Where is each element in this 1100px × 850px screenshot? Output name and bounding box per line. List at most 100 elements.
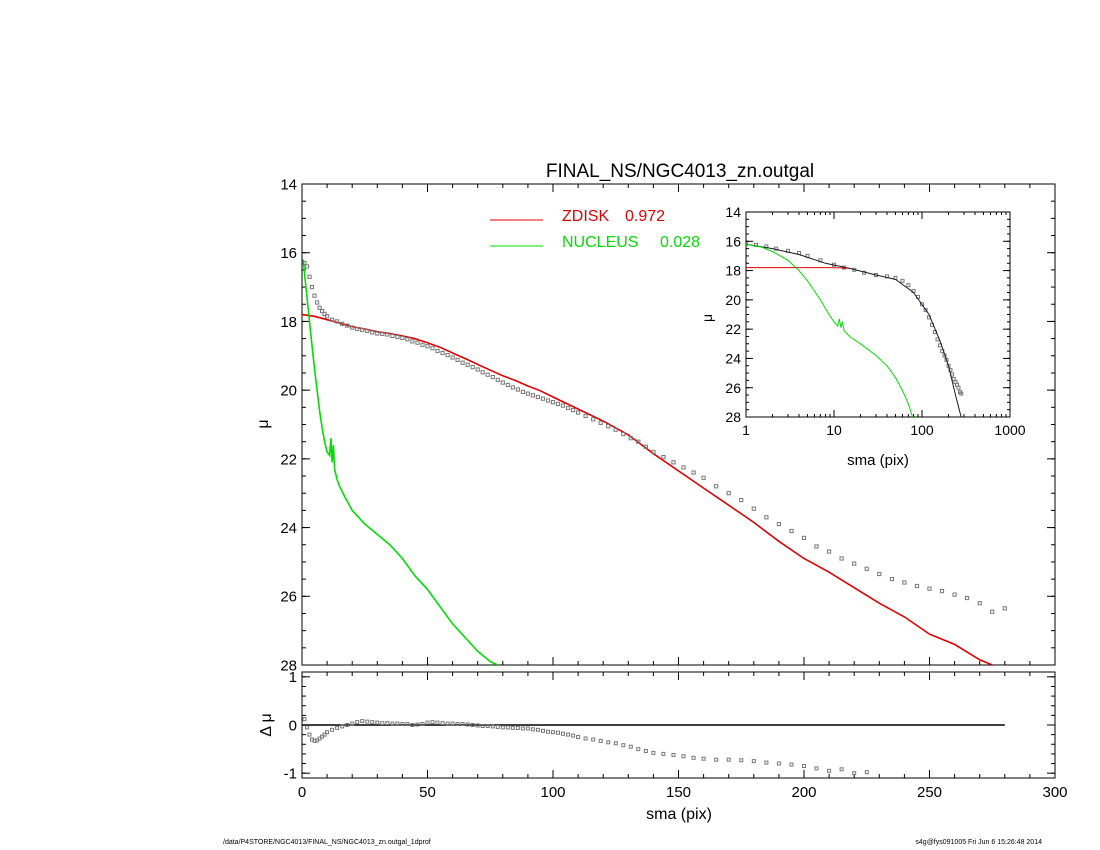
residual-series-observed-profile-point xyxy=(410,723,415,727)
main-series-observed-profile-point xyxy=(485,372,490,377)
main-series-observed-profile-point xyxy=(914,583,920,589)
main-series-observed-profile-point xyxy=(495,377,500,382)
inset-x-tick-label: 1000 xyxy=(994,422,1025,438)
main-series-observed-profile-point xyxy=(360,327,365,333)
residual-x-tick-label: 300 xyxy=(1042,784,1067,801)
residual-series-observed-profile-point xyxy=(420,722,425,726)
residual-series-observed-profile-point xyxy=(814,766,819,771)
main-y-tick-label: 24 xyxy=(280,520,297,537)
residual-series-observed-profile-point xyxy=(375,720,380,725)
residual-series-observed-profile-point xyxy=(802,764,806,768)
main-series-observed-profile-point xyxy=(545,398,551,403)
main-series-observed-profile-point xyxy=(405,337,410,342)
main-series-observed-profile-point xyxy=(952,592,957,597)
main-series-observed-profile-point xyxy=(490,375,495,380)
residual-series-observed-profile-point xyxy=(460,722,465,726)
residual-series-observed-profile-point xyxy=(661,751,666,756)
inset-series-model-line-line xyxy=(746,243,962,417)
main-series-observed-profile-point xyxy=(977,601,982,606)
residual-series-observed-profile-point xyxy=(681,754,686,759)
main-series-observed-profile-point xyxy=(621,432,626,437)
main-series xyxy=(302,259,1007,665)
inset-y-tick-label: 14 xyxy=(725,204,741,220)
inset-panel: 1 10 100 1000 14 16 18 20 22 24 26 28 sma (pix) μ xyxy=(699,204,1026,469)
inset-y-tick-label: 26 xyxy=(725,380,741,396)
residual-series-observed-profile-point xyxy=(643,749,648,753)
residual-series-observed-profile-point xyxy=(425,720,430,725)
main-series-observed-profile-point xyxy=(990,609,995,614)
main-series-observed-profile-point xyxy=(320,309,325,314)
residual-series-observed-profile-point xyxy=(325,730,330,735)
residual-series-observed-profile-point xyxy=(628,744,633,749)
main-series-observed-profile-point xyxy=(691,470,696,475)
residual-series-observed-profile-point xyxy=(480,724,485,728)
main-series-observed-profile-point xyxy=(550,400,556,405)
legend: ZDISK 0.972 NUCLEUS 0.028 xyxy=(490,208,700,251)
residual-series-observed-profile-point xyxy=(445,721,450,726)
main-series-observed-profile-point xyxy=(540,396,546,401)
inset-series xyxy=(746,242,964,417)
main-series-observed-profile-point xyxy=(470,365,475,370)
residual-x-tick-label: 50 xyxy=(419,784,436,801)
main-series-observed-profile-point xyxy=(927,586,932,591)
main-series-observed-profile-point xyxy=(500,380,505,385)
main-series-observed-profile-point xyxy=(390,333,395,338)
residual-series-observed-profile-point xyxy=(330,727,335,732)
residual-series-observed-profile-point xyxy=(370,720,375,725)
residual-series-observed-profile-point xyxy=(530,727,535,732)
inset-y-tick-label: 24 xyxy=(725,350,741,366)
main-y-tick-label: 18 xyxy=(280,314,297,331)
main-series-observed-profile-point xyxy=(415,340,420,345)
main-series-observed-profile-point xyxy=(764,515,769,520)
residual-series-observed-profile-point xyxy=(415,722,420,727)
residual-series-observed-profile-point xyxy=(598,738,603,743)
residual-series-observed-profile-point xyxy=(701,756,706,761)
main-series-observed-profile-point xyxy=(440,350,445,356)
main-series-observed-profile-point xyxy=(322,311,327,316)
main-series-observed-profile-point xyxy=(902,580,907,585)
main-series-observed-profile-point xyxy=(475,367,480,372)
residual-series-observed-profile-point xyxy=(450,721,455,726)
residual-series-observed-profile-point xyxy=(739,758,744,763)
residual-x-tick-label: 100 xyxy=(540,784,565,801)
residual-series-observed-profile-point xyxy=(566,732,571,737)
residual-x-tick-label: 0 xyxy=(298,784,306,801)
main-series-observed-profile-point xyxy=(613,427,618,432)
main-series-observed-profile-point xyxy=(380,331,385,336)
residual-series-observed-profile-point xyxy=(305,725,309,730)
residual-series-observed-profile-point xyxy=(546,729,550,734)
main-series-observed-profile-point xyxy=(643,444,648,449)
residual-series xyxy=(302,717,1005,776)
main-series-observed-profile-point xyxy=(864,566,869,571)
main-series-observed-profile-point xyxy=(852,561,857,566)
inset-x-tick-label: 10 xyxy=(826,422,842,438)
main-series-observed-profile-point xyxy=(335,319,340,324)
main-series-observed-profile-point xyxy=(420,342,425,347)
main-series-observed-profile-point xyxy=(525,391,530,396)
residual-series-observed-profile-point xyxy=(551,730,555,735)
main-series-observed-profile-point xyxy=(681,465,686,470)
main-series-observed-profile-point xyxy=(801,535,807,540)
main-series-observed-profile-point xyxy=(739,498,744,503)
residual-series-observed-profile-point xyxy=(591,737,596,742)
residual-series-observed-profile-point xyxy=(541,728,545,733)
main-y-tick-label: 20 xyxy=(280,383,297,400)
main-series-observed-profile-point xyxy=(1002,606,1007,611)
main-series-observed-profile-point xyxy=(430,346,435,351)
inset-series-observed-profile-point xyxy=(920,302,924,307)
residual-series-observed-profile-point xyxy=(606,740,611,745)
main-series-observed-profile-point xyxy=(312,293,317,298)
residual-y-axis-label: Δ μ xyxy=(258,713,275,736)
main-series-observed-profile-point xyxy=(889,577,894,582)
residual-series-observed-profile-point xyxy=(515,725,520,730)
main-series-observed-profile-point xyxy=(304,264,310,269)
main-panel: 14 16 18 20 22 24 26 28 μ xyxy=(255,176,1056,674)
main-series-nucleus-line xyxy=(302,259,499,665)
main-series-observed-profile-point xyxy=(455,357,460,362)
main-series-observed-profile-point xyxy=(555,401,561,406)
residual-series-observed-profile-point xyxy=(691,755,696,760)
legend-label-zdisk: ZDISK xyxy=(562,208,609,225)
residual-series-observed-profile-point xyxy=(621,743,626,748)
